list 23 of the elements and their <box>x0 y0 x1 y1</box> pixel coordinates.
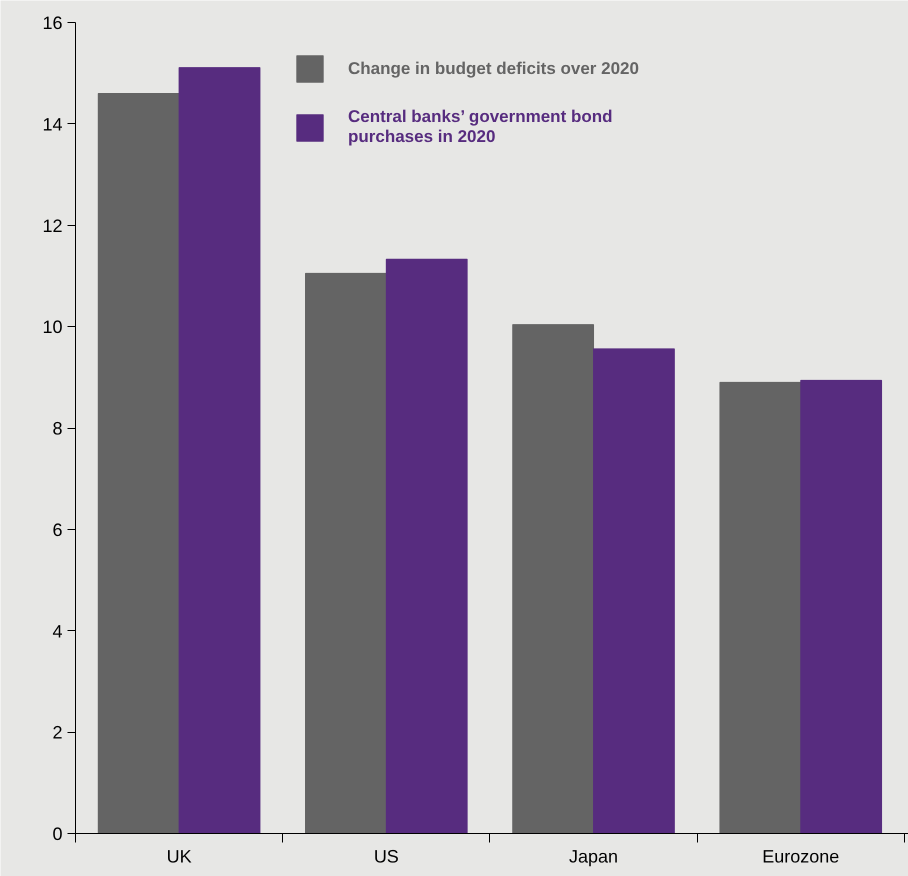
y-tick-label: 16 <box>42 13 63 33</box>
x-tick-label: UK <box>166 846 192 866</box>
bar <box>386 258 468 834</box>
bar <box>178 67 260 834</box>
bar <box>98 92 180 834</box>
bar <box>719 382 802 834</box>
legend-label: Change in budget deficits over 2020 <box>348 58 639 78</box>
bar <box>800 380 882 834</box>
y-tick-label: 2 <box>52 722 63 743</box>
y-tick-label: 10 <box>42 317 63 338</box>
y-tick-label: 6 <box>52 520 63 540</box>
x-tick-label: Eurozone <box>762 846 840 866</box>
y-tick-label: 14 <box>42 114 63 134</box>
bar <box>305 272 387 834</box>
x-tick-label: Japan <box>569 846 618 866</box>
x-tick-label: US <box>374 846 399 866</box>
y-tick-label: 4 <box>52 621 63 642</box>
bar <box>512 324 594 834</box>
bar <box>593 348 675 834</box>
legend-label: Central banks’ government bond purchases in 2020 <box>348 107 612 147</box>
y-tick-label: 8 <box>52 418 63 438</box>
y-tick-label: 0 <box>52 824 63 844</box>
y-tick-label: 12 <box>42 216 63 236</box>
